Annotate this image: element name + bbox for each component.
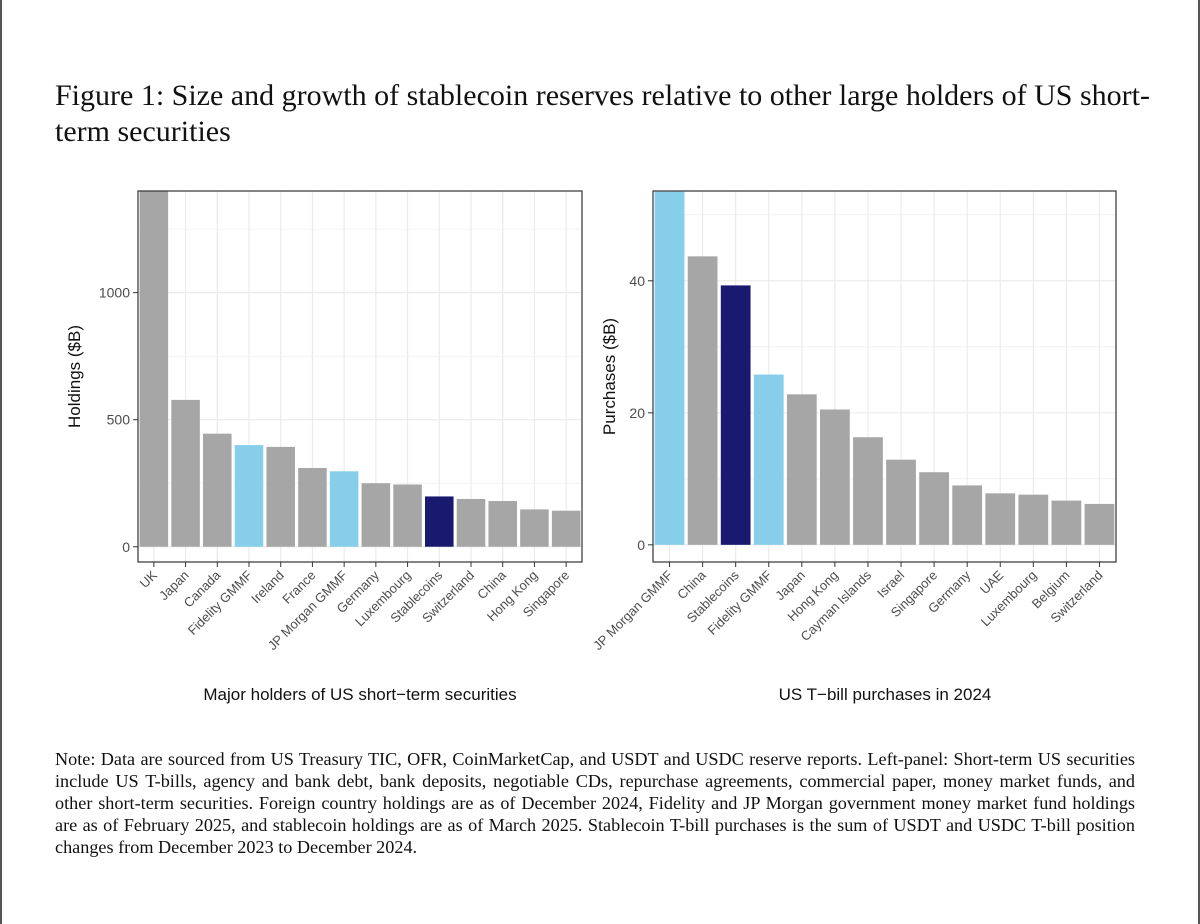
x-tick-label-jp-morgan-gmmf: JP Morgan GMMF bbox=[590, 567, 676, 653]
bar-singapore bbox=[919, 472, 949, 545]
y-tick-label: 1000 bbox=[99, 285, 130, 301]
page-frame-right bbox=[1198, 0, 1200, 924]
bar-hong-kong bbox=[520, 509, 549, 547]
y-axis-title: Holdings ($B) bbox=[65, 325, 84, 428]
bar-japan bbox=[171, 399, 200, 547]
bar-switzerland bbox=[1084, 503, 1115, 545]
bar-singapore bbox=[551, 510, 581, 547]
bar-germany bbox=[361, 483, 391, 547]
page-frame-left bbox=[0, 0, 2, 924]
bar-france bbox=[298, 467, 327, 547]
bar-japan bbox=[786, 394, 817, 545]
bar-uae bbox=[985, 493, 1016, 545]
figure-title: Figure 1: Size and growth of stablecoin … bbox=[55, 79, 1150, 148]
bar-jp-morgan-gmmf bbox=[654, 191, 685, 545]
bar-fidelity-gmmf bbox=[234, 445, 264, 547]
y-tick-label: 0 bbox=[122, 539, 130, 555]
panel-border bbox=[652, 190, 1117, 563]
y-axis-title: Purchases ($B) bbox=[600, 318, 619, 435]
x-tick-label-uae: UAE bbox=[977, 567, 1007, 597]
bar-cayman-islands bbox=[853, 437, 883, 545]
bar-switzerland bbox=[456, 498, 486, 547]
bar-china bbox=[488, 501, 517, 547]
y-tick-label: 500 bbox=[107, 412, 131, 428]
bar-uk bbox=[139, 191, 169, 547]
panel-border bbox=[137, 190, 583, 563]
bar-fidelity-gmmf bbox=[753, 374, 784, 545]
bar-germany bbox=[952, 485, 983, 545]
y-tick-label: 20 bbox=[629, 405, 645, 421]
bar-belgium bbox=[1051, 500, 1082, 545]
bar-stablecoins bbox=[720, 285, 751, 545]
bar-luxembourg bbox=[393, 484, 422, 547]
bar-hong-kong bbox=[820, 409, 850, 545]
bar-jp-morgan-gmmf bbox=[329, 471, 359, 547]
bar-china bbox=[687, 256, 718, 545]
x-tick-label-uk: UK bbox=[137, 567, 161, 591]
bar-ireland bbox=[266, 446, 295, 547]
bar-luxembourg bbox=[1018, 494, 1049, 545]
x-tick-label-ireland: Ireland bbox=[248, 568, 287, 607]
bar-israel bbox=[886, 459, 916, 545]
figure-note: Note: Data are sourced from US Treasury … bbox=[55, 749, 1135, 857]
x-axis-title: US T−bill purchases in 2024 bbox=[779, 685, 992, 704]
bar-stablecoins bbox=[425, 496, 454, 547]
y-tick-label: 40 bbox=[629, 273, 645, 289]
x-axis-title: Major holders of US short−term securitie… bbox=[203, 685, 516, 704]
bar-canada bbox=[203, 433, 232, 547]
y-tick-label: 0 bbox=[637, 537, 645, 553]
